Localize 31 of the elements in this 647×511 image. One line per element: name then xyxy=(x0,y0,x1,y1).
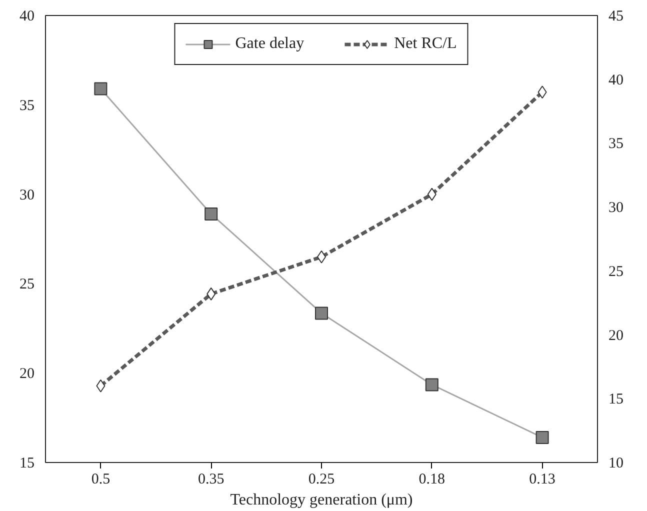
y2-tick-label: 40 xyxy=(608,72,624,88)
legend-label: Gate delay xyxy=(235,35,304,53)
point xyxy=(94,82,108,96)
y-tick-label: 30 xyxy=(20,187,34,204)
point xyxy=(96,379,106,392)
x-tick-label: 0.13 xyxy=(529,472,556,488)
x-tick-label: 0.18 xyxy=(418,472,446,488)
point xyxy=(427,188,436,201)
point xyxy=(315,306,328,320)
x-tick-label: 0.5 xyxy=(91,472,110,488)
y2-tick-label: 45 xyxy=(608,8,624,24)
y2-tick-label: 15 xyxy=(608,392,624,408)
y-tick-label: 15 xyxy=(20,456,34,472)
x-tick-label: 0.35 xyxy=(198,472,224,488)
y-tick-label: 20 xyxy=(20,366,34,382)
x-axis-title: Technology generation (μm) xyxy=(230,492,413,508)
y-tick-label: 35 xyxy=(20,98,34,114)
y2-tick-label: 10 xyxy=(608,456,624,472)
legend-label: Net RC/L xyxy=(394,35,457,53)
point xyxy=(536,430,549,444)
y-tick-label: 40 xyxy=(20,8,34,24)
point xyxy=(538,86,547,99)
y2-tick-label: 20 xyxy=(608,328,624,344)
y2-tick-label: 30 xyxy=(608,200,624,216)
y-tick-label: 25 xyxy=(20,276,34,293)
point xyxy=(425,378,438,392)
y2-tick-label: 35 xyxy=(608,136,624,152)
point xyxy=(204,207,218,220)
x-tick-label: 0.25 xyxy=(308,472,335,488)
y2-tick-label: 25 xyxy=(608,264,624,280)
point xyxy=(206,287,216,300)
